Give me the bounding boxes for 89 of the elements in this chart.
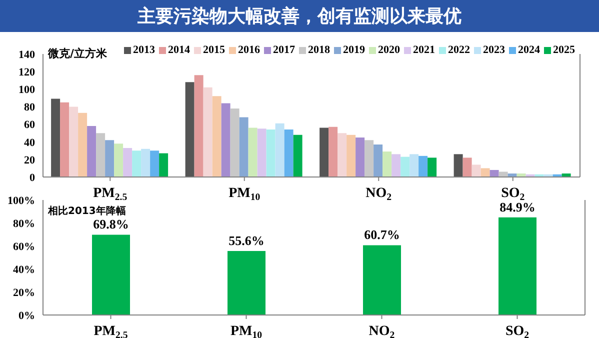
bar [51, 98, 60, 177]
bar [150, 150, 160, 177]
legend-label: 2016 [237, 44, 260, 56]
x-tick-label: PM$_{2.5}$ [93, 186, 128, 202]
bar [141, 148, 150, 177]
bar [374, 144, 383, 177]
y-tick-label: 20 [24, 154, 36, 166]
bar [69, 106, 78, 177]
bar [490, 170, 499, 177]
legend-label: 2020 [377, 44, 400, 56]
bar [194, 75, 204, 177]
bar [498, 217, 536, 315]
bar [275, 123, 284, 177]
bar [203, 87, 212, 177]
bar [364, 140, 374, 177]
x-tick-label: NO$_{2}$ [366, 186, 392, 202]
bar [212, 96, 222, 177]
legend-label: 2022 [447, 44, 470, 56]
bar [266, 130, 276, 177]
y-tick-label: 140 [18, 48, 36, 61]
bar [96, 133, 106, 177]
x-tick-label: PM$_{10}$ [230, 324, 262, 338]
y-tick-label: 80 [24, 102, 36, 114]
legend-label: 2024 [517, 44, 540, 56]
x-tick-label: PM$_{10}$ [228, 186, 260, 202]
bar [132, 150, 142, 177]
bar [382, 152, 392, 177]
bar [356, 137, 365, 177]
bar [472, 164, 481, 177]
legend-label: 2014 [167, 44, 190, 56]
bar [338, 133, 347, 177]
y-tick-label: 40 [24, 136, 36, 149]
bar [60, 102, 70, 177]
legend-label: 2025 [552, 44, 575, 56]
data-label: 55.6% [228, 233, 264, 248]
y-tick-label: 0 [30, 172, 36, 184]
y-axis-title: 相比2013年降幅 [48, 204, 126, 218]
bar [248, 128, 258, 177]
bar [454, 154, 463, 177]
bar [363, 245, 401, 315]
bar [320, 128, 329, 177]
bar [284, 130, 294, 177]
bar [410, 154, 419, 177]
bar [293, 134, 302, 177]
bar [257, 128, 266, 177]
bar [346, 134, 356, 177]
x-tick-label: PM$_{2.5}$ [94, 324, 128, 338]
bar [462, 158, 472, 177]
data-label: 60.7% [364, 227, 400, 242]
legend-label: 2021 [412, 44, 435, 56]
bar [92, 234, 130, 315]
x-tick-label: NO$_{2}$ [368, 324, 395, 338]
legend-label: 2023 [482, 44, 505, 56]
y-tick-label: 20% [13, 286, 35, 299]
bar [159, 153, 168, 177]
bar [228, 251, 266, 315]
y-tick-label: 100 [18, 84, 36, 96]
bar [328, 126, 338, 177]
legend-label: 2017 [272, 44, 295, 56]
bar [498, 172, 508, 177]
bar [239, 117, 248, 177]
y-tick-label: 100% [8, 194, 35, 207]
y-tick-label: 120 [18, 66, 36, 78]
chart-title: 主要污染物大幅改善，创有监测以来最优 [0, 0, 599, 32]
bar [185, 82, 194, 177]
y-tick-label: 60 [24, 119, 36, 132]
legend-label: 2018 [307, 44, 330, 56]
y-tick-label: 0% [18, 310, 35, 322]
data-label: 69.8% [93, 216, 129, 232]
bar [480, 168, 490, 177]
bar [78, 112, 88, 177]
bar [418, 156, 428, 177]
x-tick-label: SO$_{2}$ [505, 324, 530, 338]
bar [221, 103, 230, 177]
legend-label: 2019 [342, 44, 365, 56]
y-axis-title: 微克/立方米 [48, 46, 108, 61]
legend-label: 2015 [202, 44, 225, 56]
legend-label: 2013 [132, 44, 155, 56]
bar [230, 108, 240, 177]
y-tick-label: 80% [13, 218, 35, 230]
bar [400, 156, 410, 177]
bar [392, 154, 401, 177]
bar [87, 126, 96, 177]
y-tick-label: 40% [13, 264, 35, 276]
bar [123, 148, 132, 177]
bar [105, 140, 114, 177]
y-tick-label: 60% [13, 240, 35, 253]
bar [114, 144, 124, 177]
bar [428, 158, 437, 177]
